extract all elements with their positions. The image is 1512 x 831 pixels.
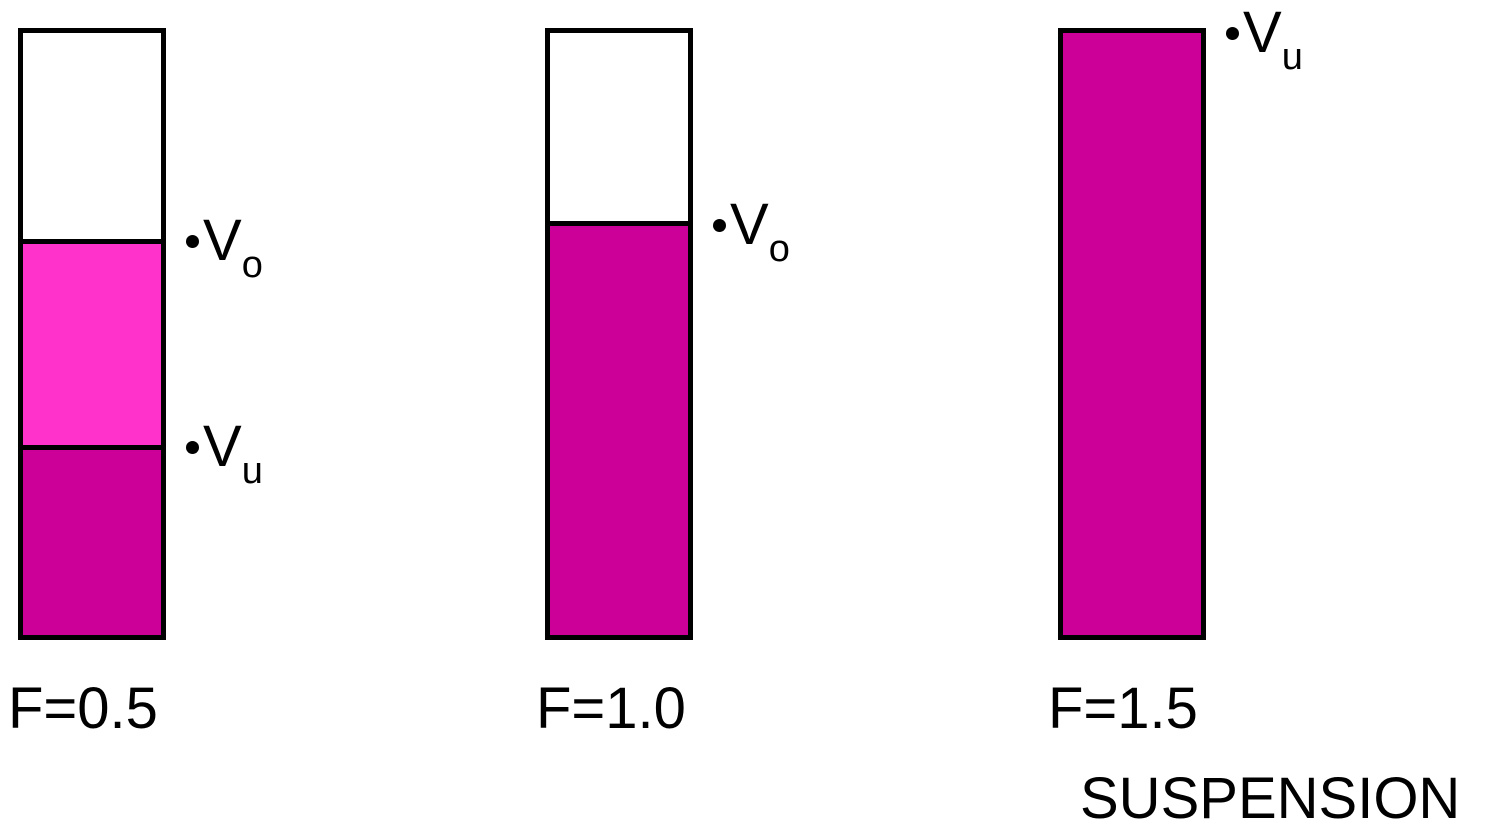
tube-f15-label: F=1.5 xyxy=(1048,676,1198,741)
tube-f15-vu-marker: V u xyxy=(1226,0,1303,76)
tube-f15 xyxy=(1058,28,1206,640)
marker-dot xyxy=(186,234,199,248)
marker-dot xyxy=(186,440,199,454)
tube-f05-label: F=0.5 xyxy=(8,676,158,741)
marker-subscript: u xyxy=(241,450,263,492)
tube-f10-vo-marker: V o xyxy=(713,192,790,268)
tube-f10-label: F=1.0 xyxy=(536,676,686,741)
marker-symbol: V xyxy=(203,208,242,273)
tube-f05-vo-marker: V o xyxy=(186,208,263,284)
tube-f10 xyxy=(545,28,693,640)
marker-symbol: V xyxy=(1243,0,1282,65)
marker-subscript: o xyxy=(768,228,790,270)
marker-symbol: V xyxy=(730,192,769,257)
suspension-caption: SUSPENSION xyxy=(1080,766,1461,831)
marker-subscript: u xyxy=(1281,36,1303,78)
tube-f05 xyxy=(18,28,166,640)
marker-symbol: V xyxy=(203,414,242,479)
marker-subscript: o xyxy=(241,244,263,286)
tube-f05-upper-layer xyxy=(23,239,161,450)
marker-dot xyxy=(713,218,726,232)
tube-f05-vu-marker: V u xyxy=(186,414,263,490)
tube-f10-layer xyxy=(550,221,688,635)
tube-f05-lower-layer xyxy=(23,445,161,635)
tube-f15-layer xyxy=(1063,33,1201,635)
marker-dot xyxy=(1226,26,1239,40)
